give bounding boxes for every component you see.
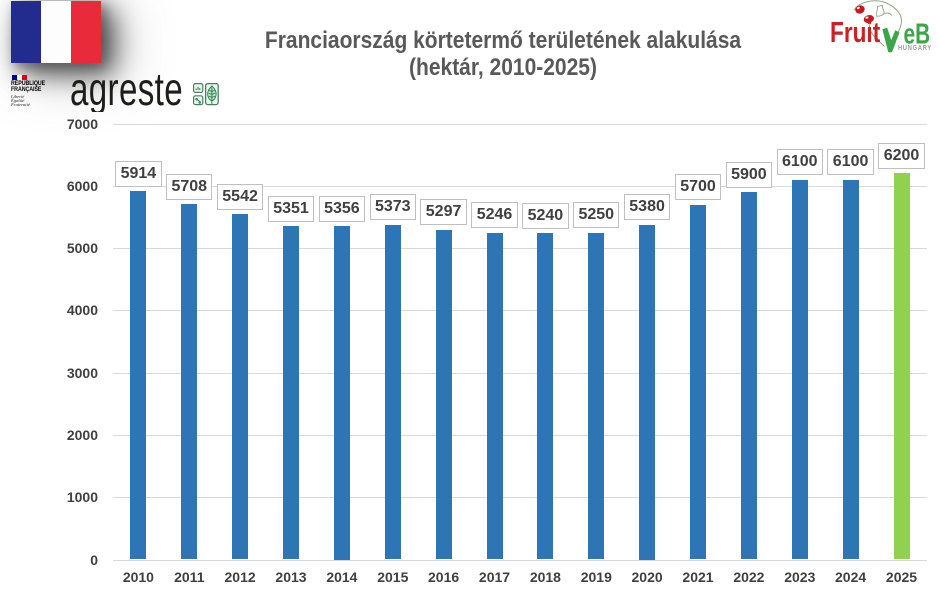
svg-text:HUNGARY: HUNGARY	[898, 44, 932, 52]
svg-text:Fruit: Fruit	[830, 15, 881, 48]
svg-text:eB: eB	[904, 18, 931, 50]
